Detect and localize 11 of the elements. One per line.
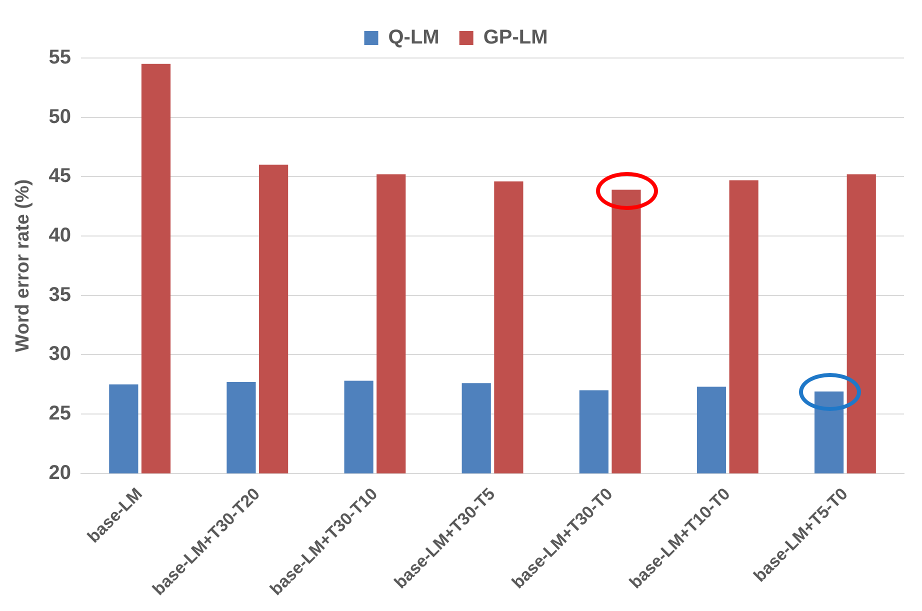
y-tick-label: 50 — [48, 106, 72, 128]
y-tick-label: 35 — [48, 284, 72, 306]
y-tick-label: 25 — [48, 402, 72, 425]
y-tick-label: 40 — [48, 224, 72, 247]
y-tick-label: 55 — [48, 46, 72, 69]
y-tick-label: 30 — [48, 343, 72, 366]
y-tick-label: 45 — [48, 165, 72, 188]
y-axis-title: Word error rate (%) — [12, 179, 34, 352]
legend-label: Q-LM — [388, 26, 440, 49]
legend-label: GP-LM — [483, 26, 548, 49]
y-tick-label: 20 — [48, 462, 72, 484]
